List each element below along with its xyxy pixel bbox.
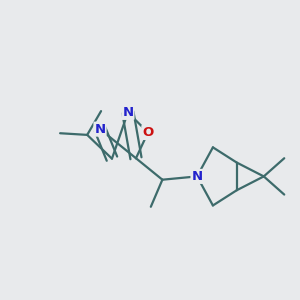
Text: O: O (142, 126, 154, 139)
Text: N: N (94, 123, 106, 136)
Text: N: N (191, 170, 203, 183)
Text: N: N (122, 106, 134, 119)
